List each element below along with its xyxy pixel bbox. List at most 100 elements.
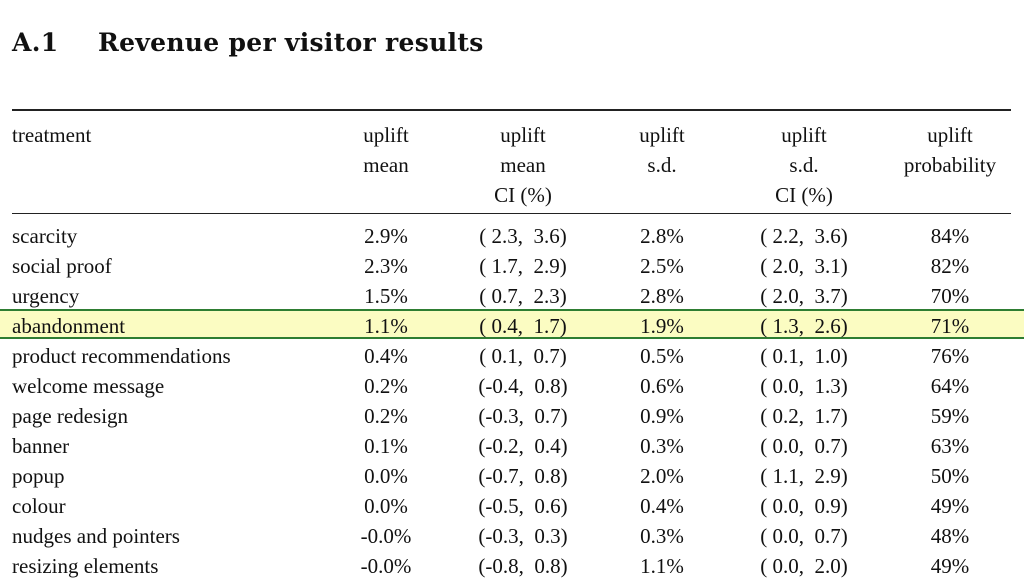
uplift-mean-ci-cell: ( 0.1, 0.7) bbox=[479, 344, 567, 368]
uplift-mean-ci-cell: ( 0.7, 2.3) bbox=[479, 284, 567, 308]
uplift-mean-ci-cell: (-0.5, 0.6) bbox=[478, 494, 568, 518]
uplift-mean-cell: 0.4% bbox=[364, 344, 408, 368]
treatment-name: banner bbox=[12, 434, 70, 458]
uplift-sd-cell: 2.5% bbox=[640, 254, 684, 278]
uplift-mean-cell: 0.0% bbox=[364, 494, 408, 518]
uplift-sd-cell: 2.0% bbox=[640, 464, 684, 488]
section-title: Revenue per visitor results bbox=[98, 28, 484, 57]
column-header-line: uplift bbox=[639, 123, 685, 147]
uplift-probability-cell: 64% bbox=[930, 374, 970, 398]
table-top-rule bbox=[12, 109, 1011, 111]
table-row: popup 0.0% (-0.7, 0.8) 2.0% ( 1.1, 2.9) 50% bbox=[0, 461, 1024, 491]
uplift-sd-ci-cell: ( 0.0, 0.7) bbox=[760, 434, 848, 458]
column-header-uplift-mean-ci: uplift mean CI (%) bbox=[452, 120, 594, 210]
column-header-line: mean bbox=[500, 153, 546, 177]
uplift-sd-cell: 0.3% bbox=[640, 524, 684, 548]
treatment-name: social proof bbox=[12, 254, 112, 278]
uplift-probability-cell: 49% bbox=[930, 554, 970, 578]
treatment-name: page redesign bbox=[12, 404, 129, 428]
uplift-mean-cell: 1.1% bbox=[364, 314, 408, 338]
uplift-mean-cell: 0.2% bbox=[364, 374, 408, 398]
uplift-sd-ci-cell: ( 0.1, 1.0) bbox=[760, 344, 848, 368]
treatment-name: colour bbox=[12, 494, 66, 518]
treatment-name: popup bbox=[12, 464, 65, 488]
table-row: nudges and pointers -0.0% (-0.3, 0.3) 0.3% (… bbox=[0, 521, 1024, 551]
uplift-sd-cell: 0.9% bbox=[640, 404, 684, 428]
uplift-probability-cell: 48% bbox=[930, 524, 970, 548]
treatment-name: abandonment bbox=[12, 314, 126, 338]
column-header-uplift-sd-ci: uplift s.d. CI (%) bbox=[730, 120, 878, 210]
uplift-sd-cell: 2.8% bbox=[640, 224, 684, 248]
uplift-probability-cell: 71% bbox=[930, 314, 970, 338]
uplift-mean-ci-cell: ( 2.3, 3.6) bbox=[479, 224, 567, 248]
column-header-line: uplift bbox=[927, 123, 973, 147]
uplift-mean-cell: -0.0% bbox=[360, 554, 412, 578]
treatment-name: urgency bbox=[12, 284, 80, 308]
uplift-sd-ci-cell: ( 0.0, 2.0) bbox=[760, 554, 848, 578]
uplift-sd-ci-cell: ( 2.0, 3.1) bbox=[760, 254, 848, 278]
uplift-sd-ci-cell: ( 0.0, 0.7) bbox=[760, 524, 848, 548]
uplift-mean-ci-cell: (-0.4, 0.8) bbox=[478, 374, 568, 398]
uplift-mean-cell: 2.9% bbox=[364, 224, 408, 248]
treatment-name: resizing elements bbox=[12, 554, 159, 578]
uplift-probability-cell: 63% bbox=[930, 434, 970, 458]
uplift-sd-cell: 0.4% bbox=[640, 494, 684, 518]
uplift-sd-cell: 0.5% bbox=[640, 344, 684, 368]
uplift-sd-cell: 0.6% bbox=[640, 374, 684, 398]
column-header-uplift-sd: uplift s.d. bbox=[612, 120, 712, 180]
uplift-mean-ci-cell: (-0.2, 0.4) bbox=[478, 434, 568, 458]
uplift-mean-ci-cell: ( 0.4, 1.7) bbox=[479, 314, 567, 338]
column-header-treatment: treatment bbox=[12, 120, 91, 150]
uplift-mean-cell: 2.3% bbox=[364, 254, 408, 278]
uplift-sd-ci-cell: ( 1.3, 2.6) bbox=[760, 314, 848, 338]
table-row: resizing elements -0.0% (-0.8, 0.8) 1.1% ( 0… bbox=[0, 551, 1024, 581]
column-header-uplift-probability: uplift probability bbox=[884, 120, 1016, 180]
table-row: product recommendations 0.4% ( 0.1, 0.7) 0.… bbox=[0, 341, 1024, 371]
table-row-highlighted: abandonment 1.1% ( 0.4, 1.7) 1.9% ( 1.3, 2.6… bbox=[0, 311, 1024, 341]
uplift-mean-ci-cell: ( 1.7, 2.9) bbox=[479, 254, 567, 278]
uplift-mean-cell: 0.2% bbox=[364, 404, 408, 428]
treatment-name: product recommendations bbox=[12, 344, 231, 368]
uplift-sd-ci-cell: ( 2.2, 3.6) bbox=[760, 224, 848, 248]
uplift-sd-ci-cell: ( 0.0, 1.3) bbox=[760, 374, 848, 398]
uplift-mean-cell: -0.0% bbox=[360, 524, 412, 548]
uplift-sd-cell: 0.3% bbox=[640, 434, 684, 458]
uplift-probability-cell: 59% bbox=[930, 404, 970, 428]
treatment-name: welcome message bbox=[12, 374, 165, 398]
uplift-probability-cell: 50% bbox=[930, 464, 970, 488]
uplift-probability-cell: 49% bbox=[930, 494, 970, 518]
table-row: banner 0.1% (-0.2, 0.4) 0.3% ( 0.0, 0.7) 63% bbox=[0, 431, 1024, 461]
table-row: colour 0.0% (-0.5, 0.6) 0.4% ( 0.0, 0.9) 49% bbox=[0, 491, 1024, 521]
column-header-line: probability bbox=[903, 153, 997, 177]
table-header-rule bbox=[12, 213, 1011, 214]
column-header-line: treatment bbox=[12, 123, 92, 147]
treatment-name: scarcity bbox=[12, 224, 78, 248]
uplift-mean-cell: 0.1% bbox=[364, 434, 408, 458]
uplift-probability-cell: 82% bbox=[930, 254, 970, 278]
table-row: social proof 2.3% ( 1.7, 2.9) 2.5% ( 2.0, 3.… bbox=[0, 251, 1024, 281]
column-header-line: uplift bbox=[500, 123, 546, 147]
uplift-sd-ci-cell: ( 0.2, 1.7) bbox=[760, 404, 848, 428]
uplift-sd-cell: 1.9% bbox=[640, 314, 684, 338]
uplift-mean-ci-cell: (-0.8, 0.8) bbox=[478, 554, 568, 578]
uplift-sd-cell: 2.8% bbox=[640, 284, 684, 308]
uplift-sd-ci-cell: ( 1.1, 2.9) bbox=[760, 464, 848, 488]
table-row: scarcity 2.9% ( 2.3, 3.6) 2.8% ( 2.2, 3.6) 84… bbox=[0, 221, 1024, 251]
uplift-probability-cell: 70% bbox=[930, 284, 970, 308]
uplift-mean-cell: 0.0% bbox=[364, 464, 408, 488]
uplift-sd-ci-cell: ( 0.0, 0.9) bbox=[760, 494, 848, 518]
uplift-mean-cell: 1.5% bbox=[364, 284, 408, 308]
uplift-probability-cell: 76% bbox=[930, 344, 970, 368]
uplift-mean-ci-cell: (-0.3, 0.3) bbox=[478, 524, 568, 548]
table-row: page redesign 0.2% (-0.3, 0.7) 0.9% ( 0.2, 1… bbox=[0, 401, 1024, 431]
section-heading: A.1 Revenue per visitor results bbox=[12, 28, 484, 57]
column-header-line: s.d. bbox=[647, 153, 677, 177]
uplift-sd-ci-cell: ( 2.0, 3.7) bbox=[760, 284, 848, 308]
uplift-probability-cell: 84% bbox=[930, 224, 970, 248]
section-number: A.1 bbox=[12, 28, 59, 57]
column-header-line: CI (%) bbox=[494, 183, 552, 207]
table-row: urgency 1.5% ( 0.7, 2.3) 2.8% ( 2.0, 3.7) 70% bbox=[0, 281, 1024, 311]
uplift-sd-cell: 1.1% bbox=[640, 554, 684, 578]
treatment-name: nudges and pointers bbox=[12, 524, 180, 548]
column-header-uplift-mean: uplift mean bbox=[330, 120, 442, 180]
